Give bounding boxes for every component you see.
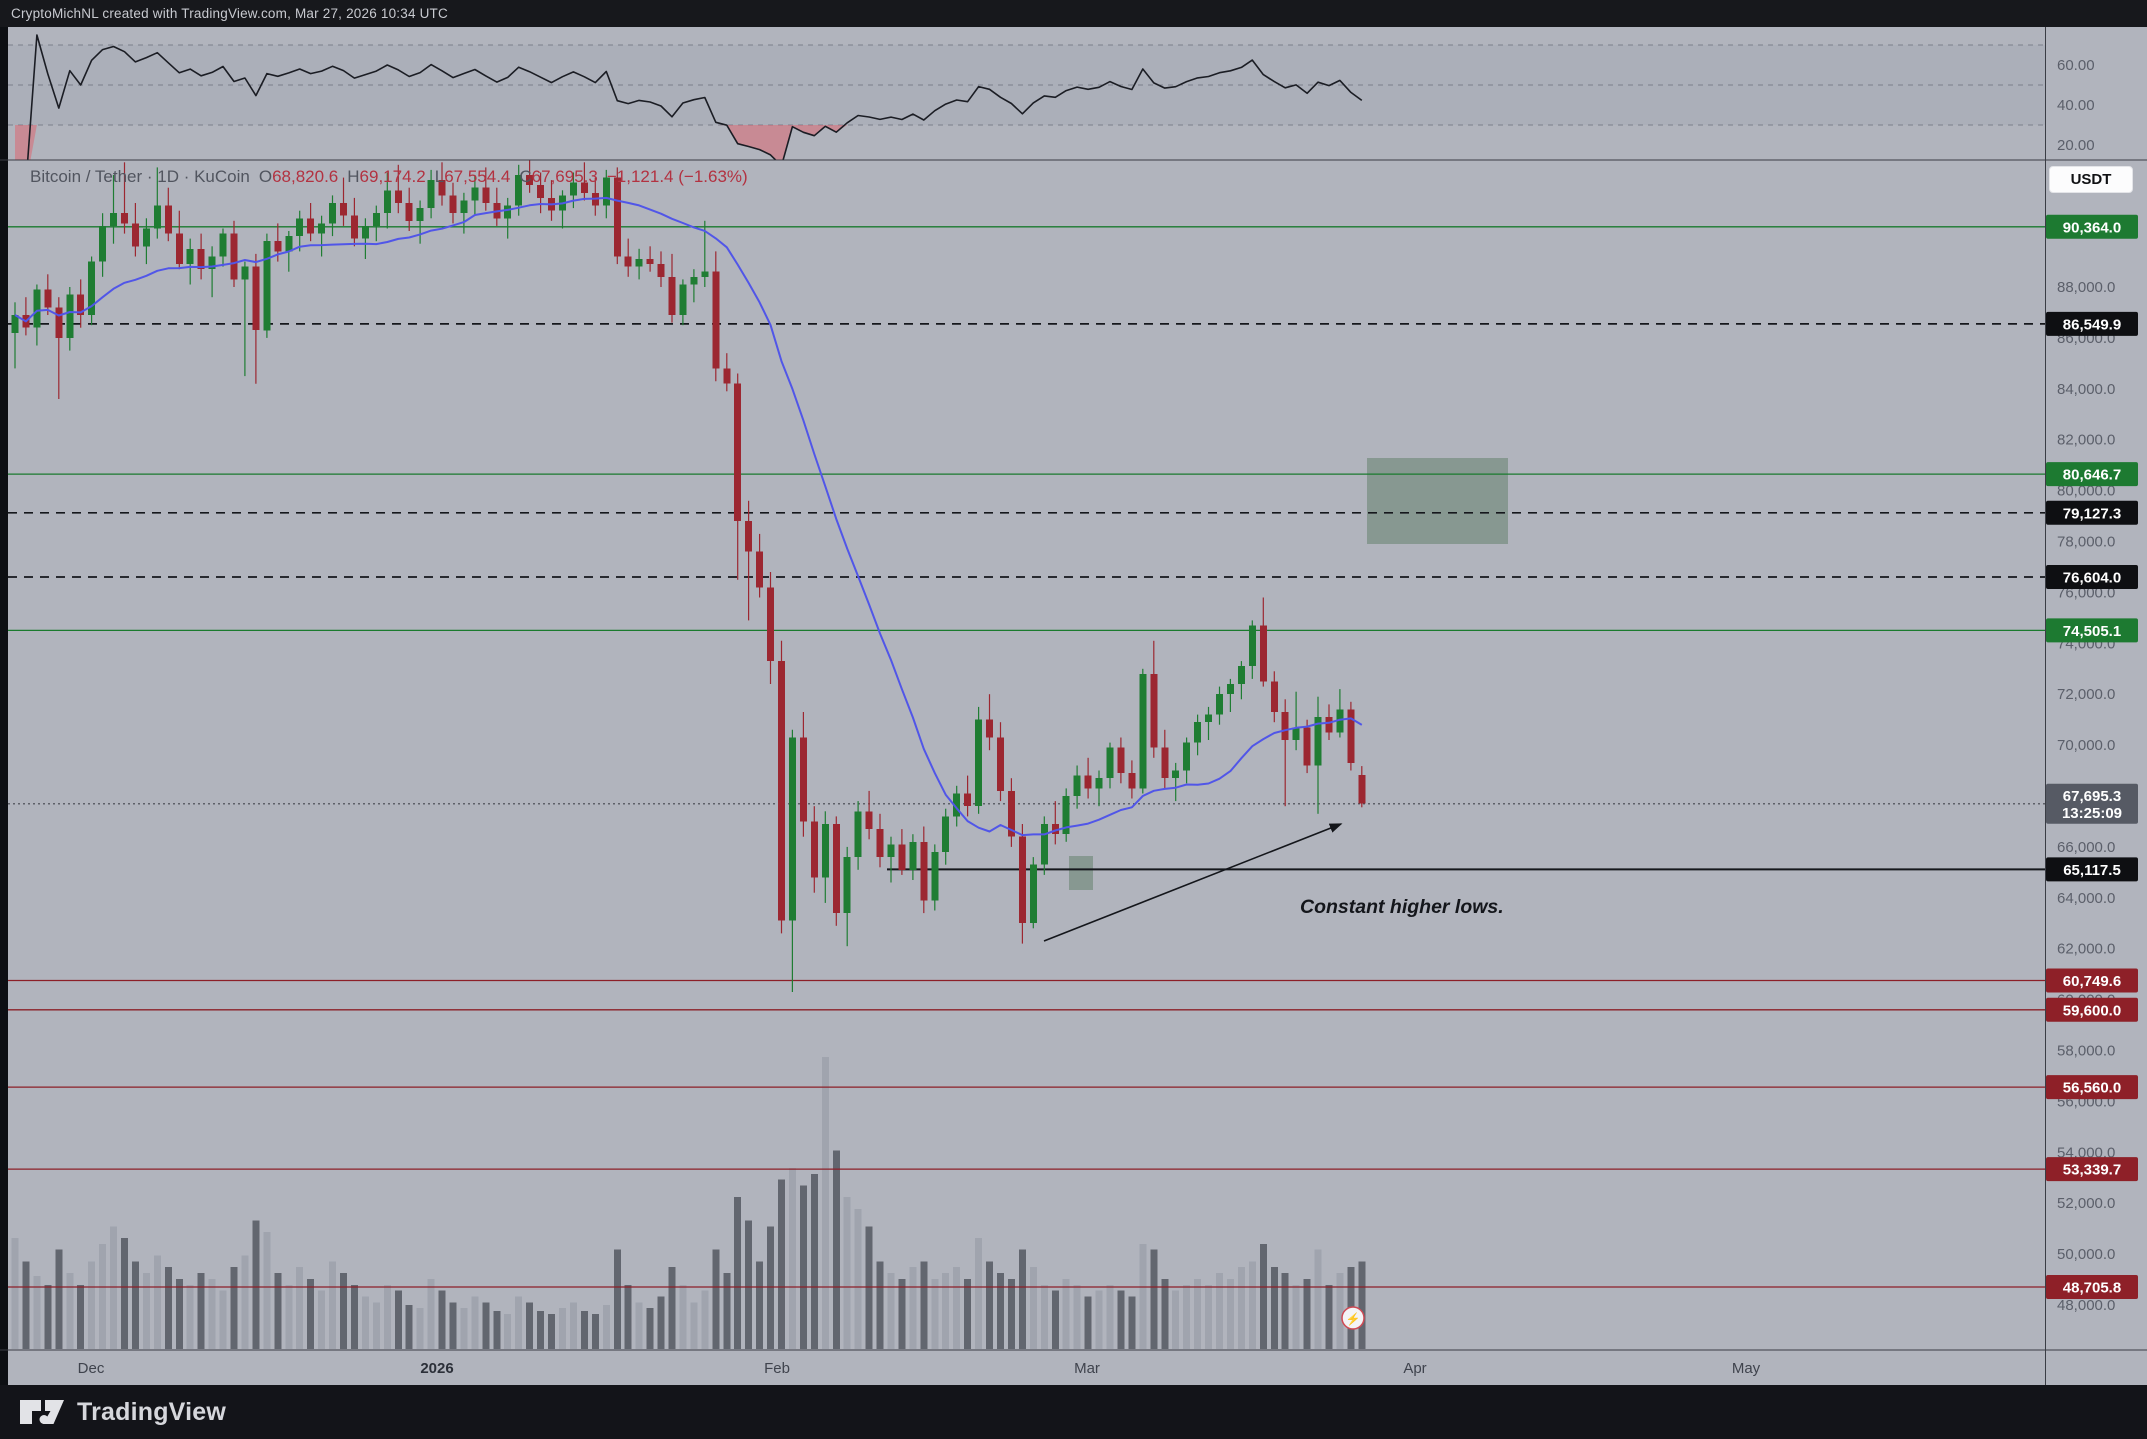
tradingview-logo-text: TradingView — [77, 1397, 227, 1426]
svg-text:86,549.9: 86,549.9 — [2063, 316, 2121, 333]
level-price-label — [2046, 968, 2138, 993]
highlight-zone — [1069, 856, 1093, 890]
level-price-label — [2046, 311, 2138, 336]
svg-text:82,000.0: 82,000.0 — [2057, 432, 2115, 449]
level-price-label — [2046, 462, 2138, 487]
attribution-text: CryptoMichNL created with TradingView.co… — [11, 6, 448, 21]
level-price-label — [2046, 618, 2138, 643]
rsi-plot — [15, 34, 1363, 160]
svg-text:79,127.3: 79,127.3 — [2063, 505, 2121, 522]
volume-layer — [11, 1057, 1366, 1349]
tradingview-logo-icon — [20, 1400, 64, 1424]
svg-text:76,604.0: 76,604.0 — [2063, 570, 2121, 587]
highlight-zone — [1367, 458, 1508, 544]
svg-text:60,749.6: 60,749.6 — [2063, 973, 2121, 990]
svg-text:78,000.0: 78,000.0 — [2057, 534, 2115, 551]
svg-text:48,705.8: 48,705.8 — [2063, 1280, 2121, 1297]
left-margin-strip — [0, 27, 8, 1385]
chart-background — [8, 27, 2147, 1385]
current-price-label — [2046, 783, 2138, 824]
rsi-band — [8, 45, 2045, 125]
svg-text:⚡: ⚡ — [1346, 1312, 1361, 1326]
svg-text:88,000.0: 88,000.0 — [2057, 279, 2115, 296]
branding-bar: TradingView — [0, 1385, 2147, 1439]
rsi-line — [26, 34, 1363, 160]
svg-text:65,117.5: 65,117.5 — [2063, 862, 2121, 879]
svg-text:72,000.0: 72,000.0 — [2057, 686, 2115, 703]
svg-text:13:25:09: 13:25:09 — [2062, 805, 2122, 822]
svg-text:54,000.0: 54,000.0 — [2057, 1144, 2115, 1161]
svg-text:84,000.0: 84,000.0 — [2057, 381, 2115, 398]
level-price-label — [2046, 1075, 2138, 1100]
main-plot: ⚡ — [8, 160, 2045, 1349]
svg-text:Feb: Feb — [764, 1360, 790, 1377]
event-icon[interactable]: ⚡ — [1341, 1306, 1365, 1330]
svg-text:80,646.7: 80,646.7 — [2063, 467, 2121, 484]
svg-text:2026: 2026 — [420, 1360, 453, 1377]
svg-text:Dec: Dec — [78, 1360, 105, 1377]
trend-arrow — [1043, 823, 1343, 942]
svg-text:Mar: Mar — [1074, 1360, 1100, 1377]
svg-text:56,560.0: 56,560.0 — [2063, 1080, 2121, 1097]
svg-text:53,339.7: 53,339.7 — [2063, 1162, 2121, 1179]
level-price-label — [2046, 1275, 2138, 1299]
svg-text:74,505.1: 74,505.1 — [2063, 623, 2121, 640]
svg-text:64,000.0: 64,000.0 — [2057, 890, 2115, 907]
time-axis[interactable]: Dec 2026 Feb Mar Apr May — [78, 1360, 1761, 1377]
level-price-label — [2046, 997, 2138, 1022]
level-price-label — [2046, 565, 2138, 589]
svg-text:70,000.0: 70,000.0 — [2057, 737, 2115, 754]
svg-text:59,600.0: 59,600.0 — [2063, 1002, 2121, 1019]
svg-text:80,000.0: 80,000.0 — [2057, 483, 2115, 500]
level-price-label — [2046, 857, 2138, 882]
price-axis[interactable]: 88,000.086,000.084,000.082,000.080,000.0… — [2046, 57, 2138, 1314]
candles-layer — [11, 160, 1366, 992]
svg-text:50,000.0: 50,000.0 — [2057, 1246, 2115, 1263]
svg-text:May: May — [1732, 1360, 1761, 1377]
svg-text:67,695.3: 67,695.3 — [2063, 788, 2121, 805]
svg-text:90,364.0: 90,364.0 — [2063, 219, 2121, 236]
level-price-label — [2046, 214, 2138, 239]
attribution-bar: CryptoMichNL created with TradingView.co… — [0, 0, 2147, 27]
svg-text:20.00: 20.00 — [2057, 137, 2095, 154]
svg-text:66,000.0: 66,000.0 — [2057, 839, 2115, 856]
svg-text:58,000.0: 58,000.0 — [2057, 1043, 2115, 1060]
svg-text:48,000.0: 48,000.0 — [2057, 1297, 2115, 1314]
svg-text:60.00: 60.00 — [2057, 57, 2095, 74]
svg-text:62,000.0: 62,000.0 — [2057, 941, 2115, 958]
level-price-label — [2046, 500, 2138, 525]
level-price-label — [2046, 1157, 2138, 1182]
ma-line — [14, 196, 1363, 837]
svg-text:Apr: Apr — [1403, 1360, 1426, 1377]
svg-text:52,000.0: 52,000.0 — [2057, 1195, 2115, 1212]
currency-toggle-button[interactable]: USDT — [2049, 166, 2133, 193]
svg-text:40.00: 40.00 — [2057, 97, 2095, 114]
